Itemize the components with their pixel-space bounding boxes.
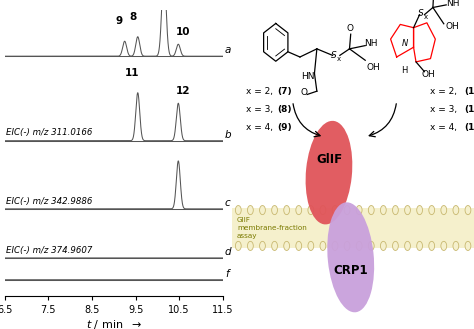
Ellipse shape xyxy=(247,206,253,215)
Ellipse shape xyxy=(465,241,471,250)
Ellipse shape xyxy=(332,206,338,215)
Ellipse shape xyxy=(272,206,277,215)
Text: a: a xyxy=(225,45,231,55)
Text: x: x xyxy=(424,14,428,20)
Text: O: O xyxy=(346,24,354,33)
Text: OH: OH xyxy=(446,22,459,31)
Ellipse shape xyxy=(405,241,410,250)
Text: EIC(-) m/z 342.9886: EIC(-) m/z 342.9886 xyxy=(6,197,92,206)
Text: O: O xyxy=(300,88,307,97)
Ellipse shape xyxy=(356,241,362,250)
Ellipse shape xyxy=(284,206,290,215)
Ellipse shape xyxy=(320,241,326,250)
Ellipse shape xyxy=(441,241,447,250)
Ellipse shape xyxy=(453,206,459,215)
Text: OH: OH xyxy=(421,70,435,79)
Text: (7): (7) xyxy=(277,87,292,96)
Ellipse shape xyxy=(327,202,374,312)
Text: x = 2,: x = 2, xyxy=(246,87,273,96)
Text: 11: 11 xyxy=(125,68,140,78)
Ellipse shape xyxy=(260,206,265,215)
Ellipse shape xyxy=(417,241,422,250)
Text: (11): (11) xyxy=(465,105,474,114)
Text: NH: NH xyxy=(365,39,378,48)
X-axis label: $t$ / min  $\rightarrow$: $t$ / min $\rightarrow$ xyxy=(86,318,142,329)
Ellipse shape xyxy=(344,206,350,215)
Text: d: d xyxy=(225,247,232,257)
Text: S: S xyxy=(418,9,424,17)
Ellipse shape xyxy=(417,206,422,215)
Ellipse shape xyxy=(392,206,398,215)
Ellipse shape xyxy=(236,206,241,215)
Ellipse shape xyxy=(344,241,350,250)
Text: x = 3,: x = 3, xyxy=(430,105,457,114)
Text: (8): (8) xyxy=(277,105,292,114)
Text: x = 2,: x = 2, xyxy=(430,87,457,96)
Text: (10): (10) xyxy=(465,87,474,96)
Ellipse shape xyxy=(306,121,352,224)
Text: 9: 9 xyxy=(116,16,123,26)
Text: HN: HN xyxy=(301,72,314,81)
Text: 8: 8 xyxy=(130,12,137,22)
Ellipse shape xyxy=(429,241,435,250)
Ellipse shape xyxy=(260,241,265,250)
Ellipse shape xyxy=(296,241,301,250)
Ellipse shape xyxy=(368,206,374,215)
Ellipse shape xyxy=(320,206,326,215)
Ellipse shape xyxy=(381,206,386,215)
Text: x = 3,: x = 3, xyxy=(246,105,273,114)
Text: f: f xyxy=(225,269,228,279)
Ellipse shape xyxy=(453,241,459,250)
Ellipse shape xyxy=(236,241,241,250)
Text: b: b xyxy=(225,130,232,140)
Ellipse shape xyxy=(392,241,398,250)
Text: 10: 10 xyxy=(176,27,191,38)
Text: EIC(-) m/z 374.9607: EIC(-) m/z 374.9607 xyxy=(6,246,92,255)
Ellipse shape xyxy=(381,241,386,250)
Ellipse shape xyxy=(284,241,290,250)
Text: N: N xyxy=(402,39,408,48)
Ellipse shape xyxy=(356,206,362,215)
Ellipse shape xyxy=(429,206,435,215)
Ellipse shape xyxy=(441,206,447,215)
Text: x = 4,: x = 4, xyxy=(430,122,457,132)
Text: NH: NH xyxy=(446,0,460,8)
Ellipse shape xyxy=(405,206,410,215)
Bar xyxy=(232,209,474,247)
Text: EIC(-) m/z 311.0166: EIC(-) m/z 311.0166 xyxy=(6,128,92,138)
Ellipse shape xyxy=(465,206,471,215)
Ellipse shape xyxy=(247,241,253,250)
Ellipse shape xyxy=(308,241,314,250)
Text: GlIF
membrane-fraction
assay: GlIF membrane-fraction assay xyxy=(237,216,307,239)
Text: (12): (12) xyxy=(465,122,474,132)
Ellipse shape xyxy=(272,241,277,250)
Ellipse shape xyxy=(368,241,374,250)
Text: x: x xyxy=(337,56,341,62)
Ellipse shape xyxy=(296,206,301,215)
Ellipse shape xyxy=(308,206,314,215)
Text: c: c xyxy=(225,198,231,208)
Text: OH: OH xyxy=(366,63,380,72)
Ellipse shape xyxy=(332,241,338,250)
Text: GlIF: GlIF xyxy=(316,153,342,166)
Text: (9): (9) xyxy=(277,122,292,132)
Text: CRP1: CRP1 xyxy=(333,264,368,277)
Text: 12: 12 xyxy=(176,87,191,96)
Text: H: H xyxy=(401,65,407,75)
Text: S: S xyxy=(331,51,337,60)
Text: x = 4,: x = 4, xyxy=(246,122,273,132)
